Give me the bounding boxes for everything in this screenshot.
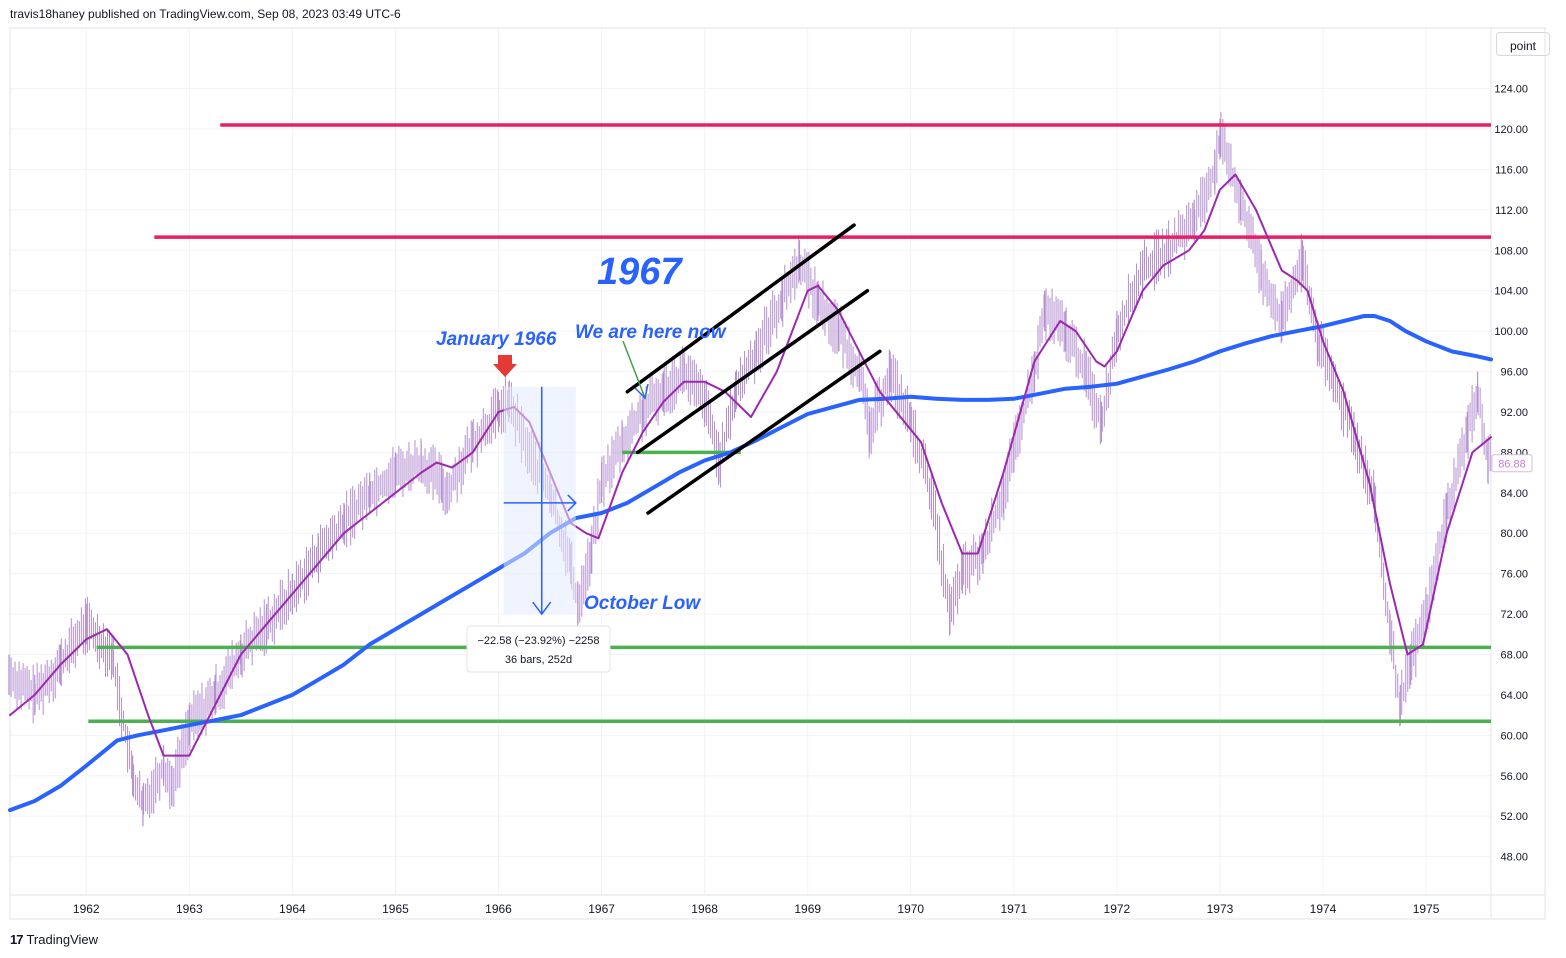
moving-average-lines (8, 173, 1493, 813)
measure-label-box (466, 625, 611, 673)
measure-box (503, 386, 576, 615)
y-tick-label: 112.00 (1495, 205, 1528, 217)
x-tick-label: 1972 (1104, 902, 1131, 916)
x-tick-label: 1966 (485, 902, 512, 916)
x-tick-label: 1971 (1000, 902, 1027, 916)
year-1967-label: 1967 (597, 251, 683, 293)
price-bars (8, 111, 1491, 827)
y-tick-label: 88.00 (1500, 447, 1528, 459)
tradingview-logo-icon: 17 (10, 932, 24, 947)
x-tick-label: 1967 (588, 902, 615, 916)
red-down-arrow-icon (493, 355, 517, 377)
brand-footer: 17 TradingView (10, 932, 98, 947)
measure-change-text: −22.58 (−23.92%) −2258 (477, 635, 599, 647)
x-tick-label: 1964 (279, 902, 306, 916)
x-tick-label: 1970 (897, 902, 924, 916)
ma-slow-line (8, 314, 1493, 813)
y-tick-label: 104.00 (1494, 286, 1528, 298)
y-tick-label: 76.00 (1500, 569, 1528, 581)
y-tick-label: 108.00 (1494, 245, 1528, 257)
y-tick-label: 60.00 (1500, 730, 1528, 742)
y-tick-label: 92.00 (1500, 407, 1528, 419)
x-tick-label: 1968 (691, 902, 718, 916)
chart-annotations: 1967 January 1966 We are here now October L… (436, 251, 727, 614)
october-low-label: October Low (584, 593, 701, 614)
measure-right-arrow-icon (567, 494, 577, 512)
chart-axes: 48.00 52.00 56.00 60.00 64.00 68.00 72.00 76.00… (9, 27, 1546, 920)
measure-bars-text: 36 bars, 252d (505, 654, 572, 666)
here-pointer-line (622, 340, 646, 399)
y-tick-label: 80.00 (1500, 528, 1528, 540)
y-tick-label: 72.00 (1500, 609, 1528, 621)
x-tick-label: 1969 (794, 902, 821, 916)
x-tick-label: 1962 (73, 902, 100, 916)
channel-line-2 (635, 288, 870, 455)
y-tick-label: 96.00 (1500, 367, 1528, 379)
y-tick-label: 116.00 (1495, 164, 1528, 176)
y-tick-label: 84.00 (1500, 488, 1528, 500)
january-1966-label: January 1966 (436, 329, 557, 350)
y-tick-label: 68.00 (1500, 650, 1528, 662)
x-tick-label: 1965 (382, 902, 409, 916)
chart-drawings (625, 223, 882, 515)
y-tick-label: 64.00 (1500, 690, 1528, 702)
channel-line-1 (625, 223, 856, 394)
x-tick-label: 1975 (1413, 902, 1440, 916)
x-tick-label: 1963 (176, 902, 203, 916)
here-now-label: We are here now (575, 322, 727, 343)
measure-down-arrow-icon (532, 601, 552, 616)
y-tick-label: 56.00 (1500, 771, 1528, 783)
last-price-tag (1491, 454, 1533, 473)
chart-grid (10, 28, 1491, 895)
y-tick-label: 48.00 (1500, 852, 1528, 864)
x-tick-label: 1973 (1207, 902, 1234, 916)
here-pointer-arrow-icon (634, 383, 649, 400)
scale-mode-button[interactable]: point (1496, 32, 1550, 56)
y-tick-label: 100.00 (1494, 326, 1528, 338)
y-tick-label: 120.00 (1494, 124, 1528, 136)
y-tick-label: 52.00 (1500, 811, 1528, 823)
chart-frame (9, 27, 1546, 920)
channel-line-3 (646, 349, 882, 515)
last-price-label: 86.88 (1498, 459, 1526, 471)
measurement-tool: −22.58 (−23.92%) −2258 36 bars, 252d (466, 386, 611, 673)
y-tick-label: 124.00 (1494, 84, 1528, 96)
brand-name: TradingView (26, 932, 99, 947)
ma-fast-line (9, 173, 1492, 757)
publish-caption: travis18haney published on TradingView.c… (10, 7, 401, 21)
x-tick-label: 1974 (1310, 902, 1337, 916)
horizontal-levels (88, 123, 1491, 723)
